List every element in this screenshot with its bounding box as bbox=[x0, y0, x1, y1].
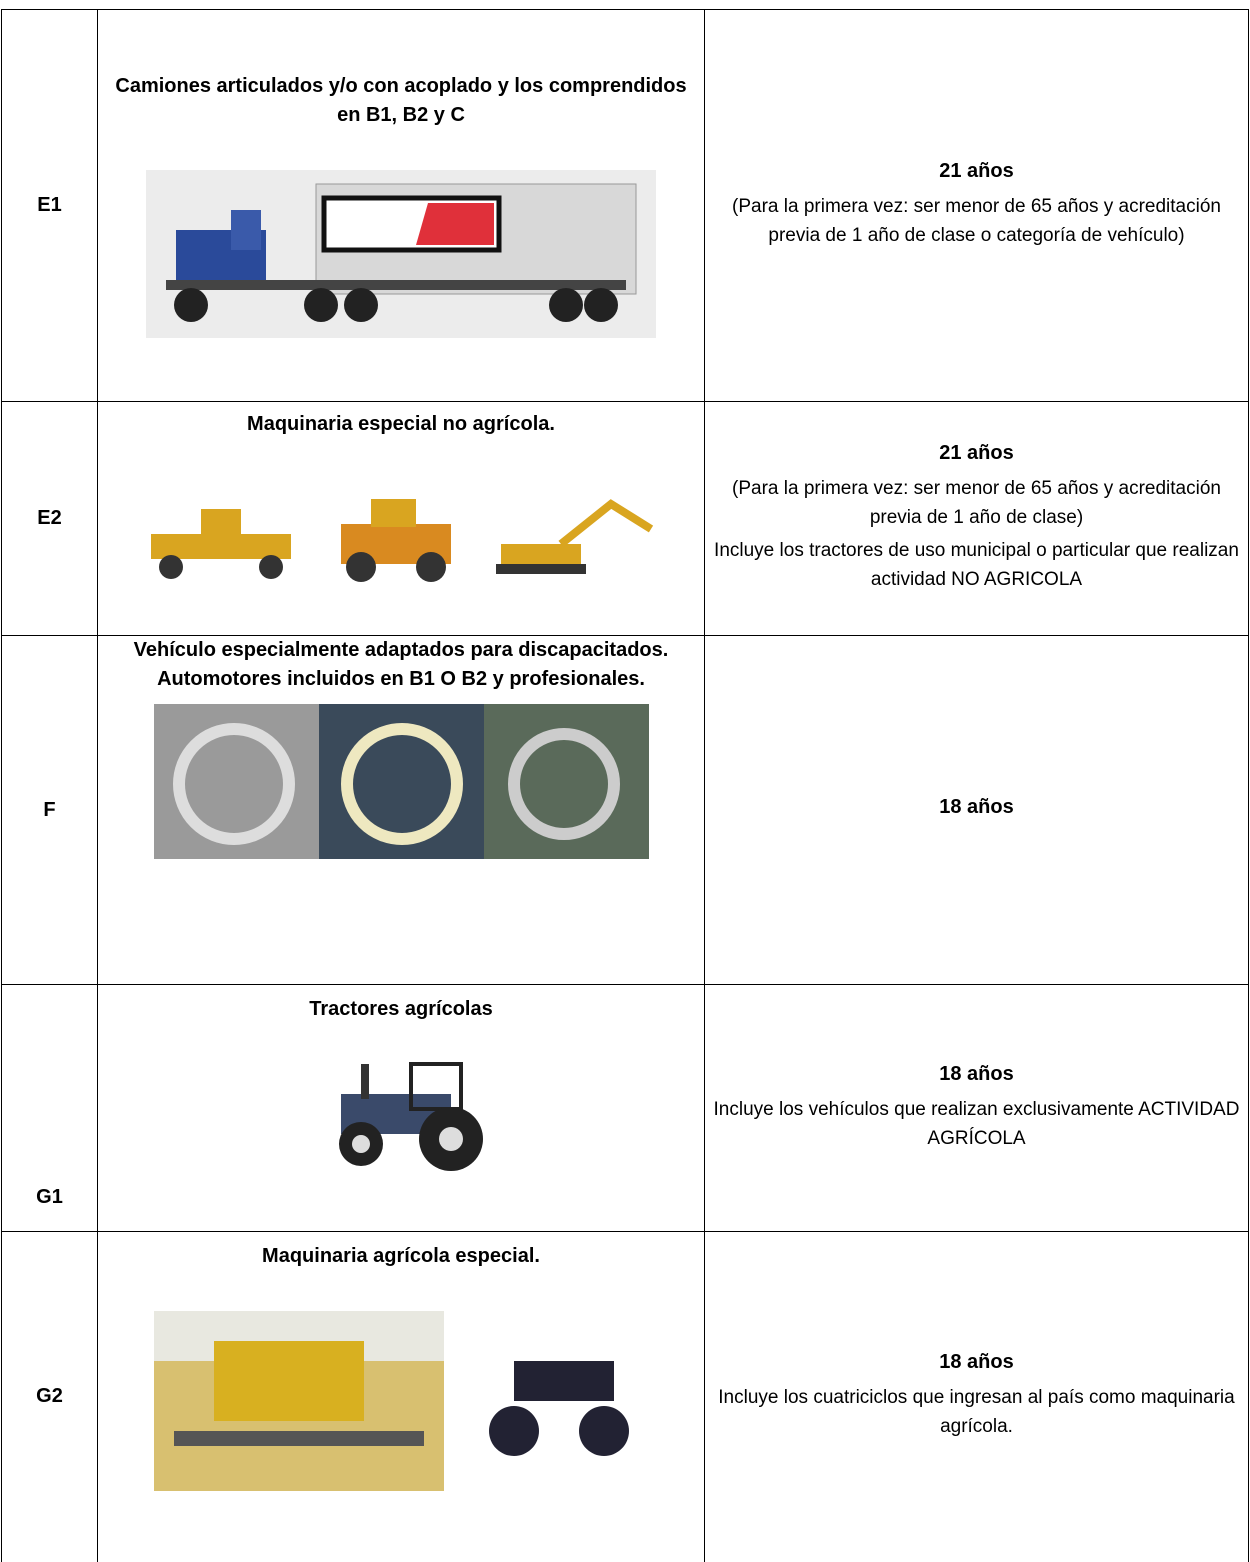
table-row: G1 Tractores agrícolas 18 años Incluye los … bbox=[1, 984, 1249, 1232]
requirement-cell: 18 años bbox=[704, 635, 1249, 985]
class-cell: G1 bbox=[1, 984, 98, 1232]
table-row: E1 Camiones articulados y/o con acoplado … bbox=[1, 9, 1249, 402]
table-row: G2 Maquinaria agrícola especial. 18 años In… bbox=[1, 1231, 1249, 1562]
vehicle-image bbox=[151, 499, 654, 582]
requirement-cell: 18 años Incluye los vehículos que realiza… bbox=[704, 984, 1249, 1232]
class-cell: G2 bbox=[1, 1231, 98, 1562]
description: Camiones articulados y/o con acoplado y … bbox=[115, 75, 687, 126]
vehicle-image bbox=[339, 1062, 483, 1171]
class-cell: E2 bbox=[1, 401, 98, 636]
note: Incluye los vehículos que realizan exclu… bbox=[713, 1098, 1240, 1149]
vehicle-image bbox=[153, 704, 649, 859]
table-row: E2 Maquinaria especial no agrícola. 21 año… bbox=[1, 401, 1249, 636]
vehicle-image bbox=[153, 1311, 629, 1491]
table-row: F Vehículo especialmente adaptados para d… bbox=[1, 635, 1249, 985]
note: (Para la primera vez: ser menor de 65 añ… bbox=[732, 478, 1221, 528]
requirement-cell: 21 años (Para la primera vez: ser menor d… bbox=[704, 401, 1249, 636]
description-cell: Vehículo especialmente adaptados para di… bbox=[97, 635, 705, 985]
age: 18 años bbox=[939, 1351, 1014, 1374]
description-cell: Maquinaria especial no agrícola. bbox=[97, 401, 705, 636]
note: Incluye los tractores de uso municipal o… bbox=[714, 540, 1239, 590]
description: Tractores agrícolas bbox=[309, 998, 493, 1020]
requirement-cell: 21 años (Para la primera vez: ser menor d… bbox=[704, 9, 1249, 402]
description-cell: Camiones articulados y/o con acoplado y … bbox=[97, 9, 705, 402]
description: Maquinaria agrícola especial. bbox=[262, 1245, 540, 1267]
age: 21 años bbox=[939, 442, 1014, 464]
vehicle-image bbox=[146, 170, 656, 338]
license-table: E1 Camiones articulados y/o con acoplado … bbox=[1, 9, 1249, 1562]
note: Incluye los cuatriciclos que ingresan al… bbox=[718, 1387, 1235, 1438]
age: 21 años bbox=[939, 160, 1014, 182]
class-cell: F bbox=[1, 635, 98, 985]
class-cell: E1 bbox=[1, 9, 98, 402]
age: 18 años bbox=[939, 795, 1014, 818]
age: 18 años bbox=[939, 1062, 1014, 1085]
description-cell: Tractores agrícolas bbox=[97, 984, 705, 1232]
requirement-cell: 18 años Incluye los cuatriciclos que ingr… bbox=[704, 1231, 1249, 1562]
description: Vehículo especialmente adaptados para di… bbox=[133, 639, 669, 690]
note: (Para la primera vez: ser menor de 65 añ… bbox=[732, 196, 1221, 246]
description-cell: Maquinaria agrícola especial. bbox=[97, 1231, 705, 1562]
description: Maquinaria especial no agrícola. bbox=[247, 413, 555, 435]
